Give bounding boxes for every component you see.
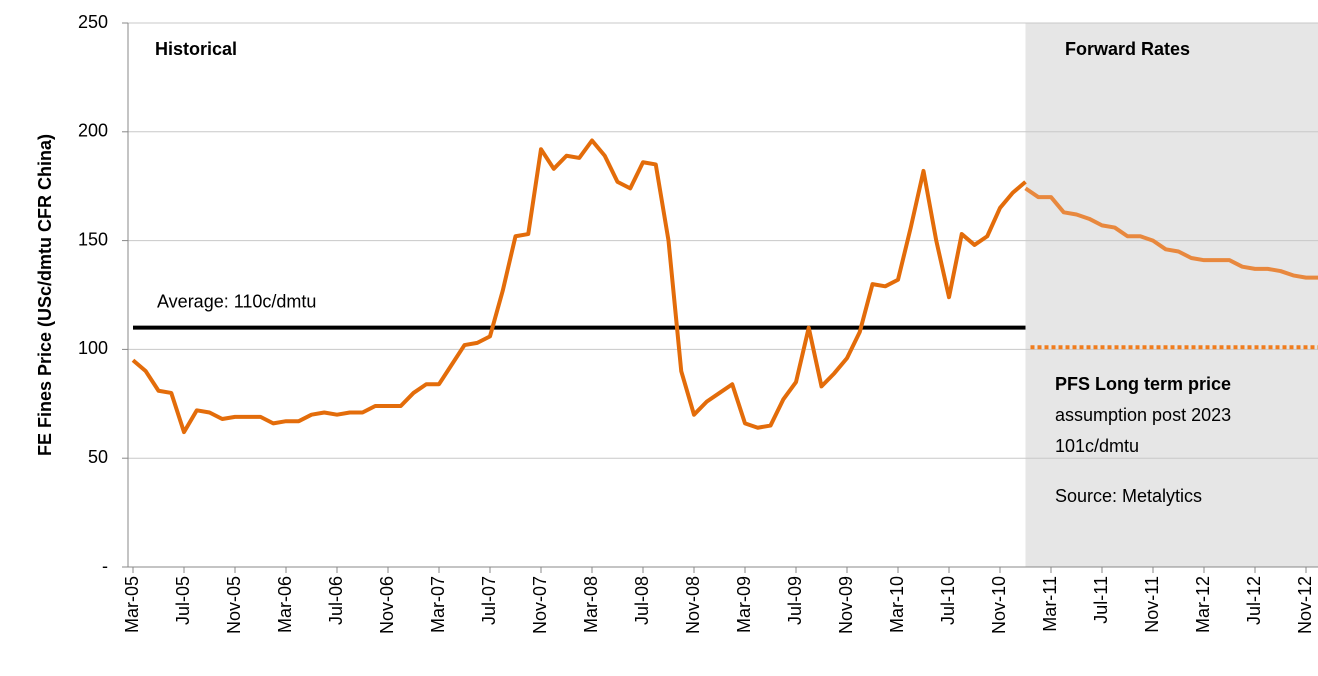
x-tick-label: Mar-10 [887,576,907,633]
x-tick-label: Nov-09 [836,576,856,634]
long-term-note: 101c/dmtu [1055,436,1139,456]
y-tick-label: 200 [78,121,108,141]
long-term-note: PFS Long term price [1055,374,1231,394]
x-tick-label: Nov-08 [683,576,703,634]
x-tick-label: Nov-11 [1142,576,1162,633]
y-tick-label: 150 [78,229,108,249]
x-tick-label: Nov-10 [989,576,1009,634]
x-tick-label: Nov-12 [1295,576,1315,634]
x-tick-label: Jul-11 [1091,576,1111,624]
x-tick-label: Nov-05 [224,576,244,634]
y-tick-label: 100 [78,338,108,358]
y-tick-label: 250 [78,12,108,32]
x-tick-label: Jul-07 [479,576,499,625]
x-tick-label: Mar-08 [581,576,601,633]
x-tick-label: Nov-07 [530,576,550,634]
x-tick-label: Mar-05 [122,576,142,633]
series-label: Forward Rates [1065,39,1190,59]
y-tick-label: - [102,556,108,576]
x-tick-label: Jul-12 [1244,576,1264,625]
x-tick-label: Jul-10 [938,576,958,625]
x-tick-label: Jul-05 [173,576,193,625]
x-tick-label: Jul-06 [326,576,346,625]
x-tick-label: Mar-06 [275,576,295,633]
x-tick-label: Mar-07 [428,576,448,633]
series-line [131,138,1027,435]
y-tick-label: 50 [88,447,108,467]
long-term-note: assumption post 2023 [1055,405,1231,425]
x-tick-label: Nov-06 [377,576,397,634]
series-label: Historical [155,39,237,59]
y-axis-label: FE Fines Price (USc/dmtu CFR China) [35,134,55,456]
forward-region [1025,23,1318,567]
x-tick-label: Jul-09 [785,576,805,625]
x-tick-label: Mar-09 [734,576,754,633]
average-label: Average: 110c/dmtu [157,291,316,311]
x-tick-label: Jul-08 [632,576,652,625]
source-note: Source: Metalytics [1055,486,1202,506]
series-line [1024,186,1318,280]
x-tick-label: Mar-11 [1040,576,1060,632]
x-tick-label: Mar-12 [1193,576,1213,633]
